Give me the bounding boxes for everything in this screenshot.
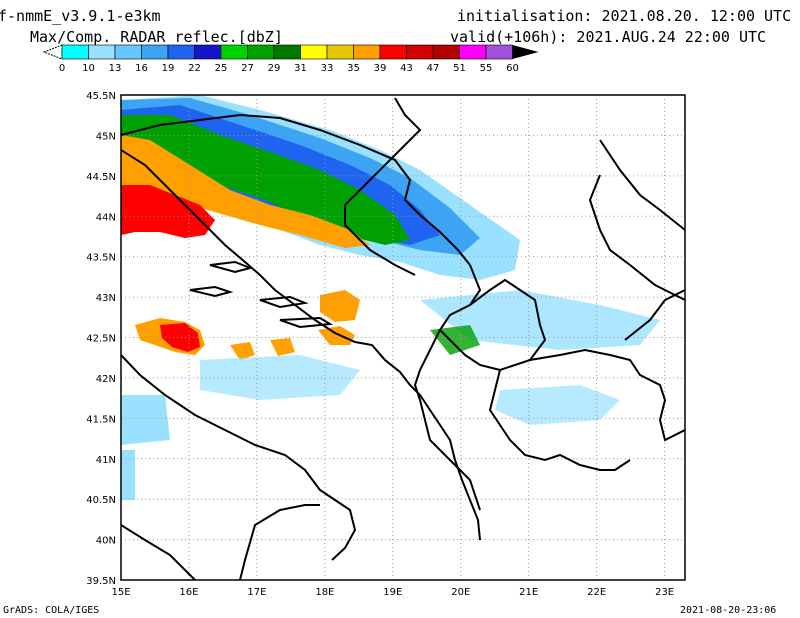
- footer-credit: GrADS: COLA/IGES: [3, 605, 100, 616]
- colorbar-label: 33: [321, 63, 334, 74]
- lat-label: 41.5N: [86, 414, 116, 425]
- coastline: [121, 524, 196, 580]
- island: [279, 316, 334, 329]
- border: [469, 278, 547, 361]
- echo-region: [270, 338, 295, 356]
- coastline: [239, 504, 320, 580]
- colorbar-label: 27: [241, 63, 254, 74]
- border: [344, 97, 422, 276]
- lon-label: 22E: [587, 587, 606, 598]
- lon-label: 17E: [247, 587, 266, 598]
- border: [121, 113, 471, 266]
- colorbar-label: 51: [453, 63, 466, 74]
- island: [209, 260, 254, 274]
- colorbar-label: 29: [268, 63, 281, 74]
- lon-label: 23E: [655, 587, 674, 598]
- lat-label: 40.5N: [86, 495, 116, 506]
- lat-label: 39.5N: [86, 576, 116, 587]
- colorbar-label: 13: [109, 63, 122, 74]
- echo-region: [121, 450, 135, 500]
- lat-lon-grid: [121, 95, 685, 580]
- colorbar: 0 10 13 16 19 22 25 27 29 31 33 35 39 43 47 51 55 60: [42, 44, 539, 74]
- model-title: f-nmmE_v3.9.1-e3km: [0, 7, 161, 25]
- echo-region: [121, 135, 370, 248]
- colorbar-label: 25: [215, 63, 228, 74]
- colorbar-label: 10: [82, 63, 95, 74]
- lat-label: 43N: [96, 293, 116, 304]
- lon-label: 21E: [519, 587, 538, 598]
- coastline: [121, 149, 481, 541]
- lat-label: 41N: [96, 455, 116, 466]
- border: [488, 369, 631, 471]
- colorbar-label: 43: [400, 63, 413, 74]
- border: [438, 264, 685, 442]
- lon-label: 18E: [315, 587, 334, 598]
- echo-region: [200, 355, 360, 400]
- colorbar-label: 60: [506, 63, 519, 74]
- border: [624, 289, 685, 341]
- colorbar-label: 47: [427, 63, 440, 74]
- footer-timestamp: 2021-08-20-23:06: [680, 605, 777, 616]
- echo-region: [121, 185, 215, 238]
- echo-region: [320, 290, 360, 322]
- lat-label: 45.5N: [86, 91, 116, 102]
- colorbar-label: 31: [294, 63, 307, 74]
- border: [413, 329, 481, 511]
- lat-label: 42N: [96, 374, 116, 385]
- echo-region: [121, 115, 410, 245]
- coastlines: [121, 97, 685, 580]
- valid-time: valid(+106h): 2021.AUG.24 22:00 UTC: [450, 28, 767, 46]
- echo-region: [318, 326, 355, 345]
- colorbar-high-arrow: [512, 45, 539, 59]
- lat-label: 42.5N: [86, 334, 116, 345]
- colorbar-label: 22: [188, 63, 201, 74]
- reflectivity-field: [121, 95, 660, 500]
- lat-label: 43.5N: [86, 253, 116, 264]
- lat-label: 45N: [96, 131, 116, 142]
- colorbar-label: 0: [59, 63, 65, 74]
- echo-region: [121, 395, 170, 445]
- colorbar-label: 19: [162, 63, 175, 74]
- echo-region: [495, 385, 620, 425]
- lat-label: 44N: [96, 212, 116, 223]
- border: [599, 139, 685, 231]
- lat-label: 40N: [96, 536, 116, 547]
- coastline: [121, 354, 357, 561]
- lat-labels: 45.5N 45N 44.5N 44N 43.5N 43N 42.5N 42N 41.5N 41N…: [86, 91, 116, 587]
- colorbar-label: 55: [480, 63, 493, 74]
- map-frame: [120, 94, 686, 581]
- colorbar-label: 35: [347, 63, 360, 74]
- lon-label: 20E: [451, 587, 470, 598]
- echo-region: [160, 323, 200, 352]
- colorbar-label: 16: [135, 63, 148, 74]
- lat-label: 44.5N: [86, 172, 116, 183]
- colorbar-label: 39: [374, 63, 387, 74]
- island: [259, 295, 309, 309]
- echo-region: [230, 342, 255, 360]
- lon-label: 19E: [383, 587, 402, 598]
- init-time: initialisation: 2021.08.20. 12:00 UTC: [457, 7, 792, 25]
- lon-labels: 15E 16E 17E 18E 19E 20E 21E 22E 23E: [111, 587, 674, 598]
- island: [189, 285, 234, 298]
- lon-label: 15E: [111, 587, 130, 598]
- lon-label: 16E: [179, 587, 198, 598]
- field-title: Max/Comp. RADAR reflec.[dbZ]: [30, 28, 283, 46]
- border: [588, 174, 685, 301]
